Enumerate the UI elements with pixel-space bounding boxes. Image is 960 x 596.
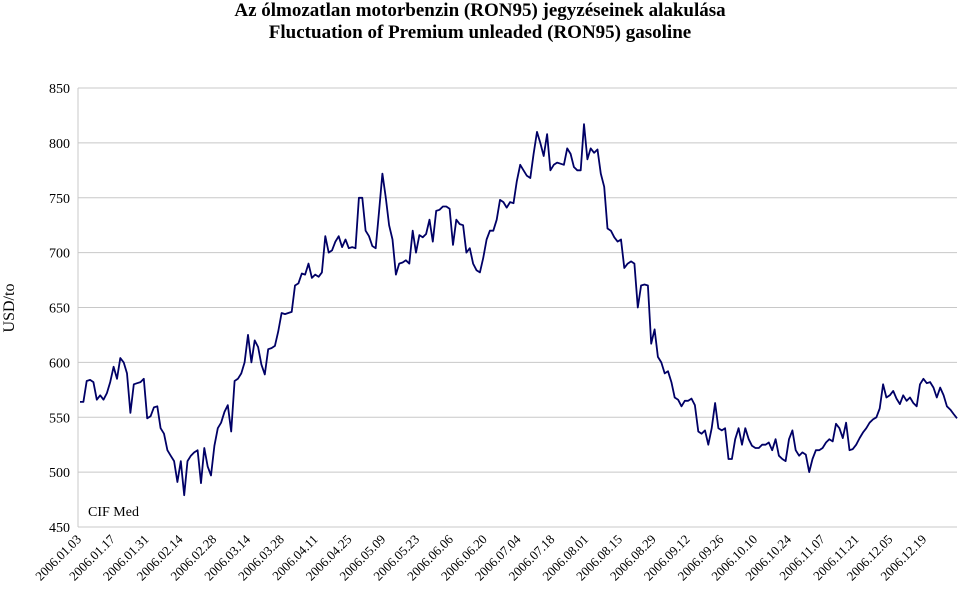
- y-tick-label: 550: [49, 411, 70, 426]
- series-group: [80, 123, 958, 497]
- series-line-0: [80, 123, 958, 497]
- annotation-cif-med: CIF Med: [88, 505, 139, 520]
- y-tick-label: 850: [49, 82, 70, 97]
- y-axis-label: USD/to: [1, 284, 18, 333]
- chart-subtitle: Fluctuation of Premium unleaded (RON95) …: [268, 22, 692, 43]
- y-tick-label: 500: [49, 466, 70, 481]
- y-tick-label: 450: [49, 521, 70, 536]
- y-tick-label: 700: [49, 247, 70, 262]
- x-axis-ticks: 2006.01.032006.01.172006.01.312006.02.14…: [32, 531, 929, 583]
- y-tick-label: 750: [49, 192, 70, 207]
- y-axis-ticks: 450 500 550 600 650 700 750 800 850: [49, 82, 70, 536]
- gridlines: [77, 87, 957, 528]
- y-tick-label: 600: [49, 356, 70, 371]
- chart-title: Az ólmozatlan motorbenzin (RON95) jegyzé…: [234, 0, 726, 21]
- y-tick-label: 650: [49, 302, 70, 317]
- y-tick-label: 800: [49, 137, 70, 152]
